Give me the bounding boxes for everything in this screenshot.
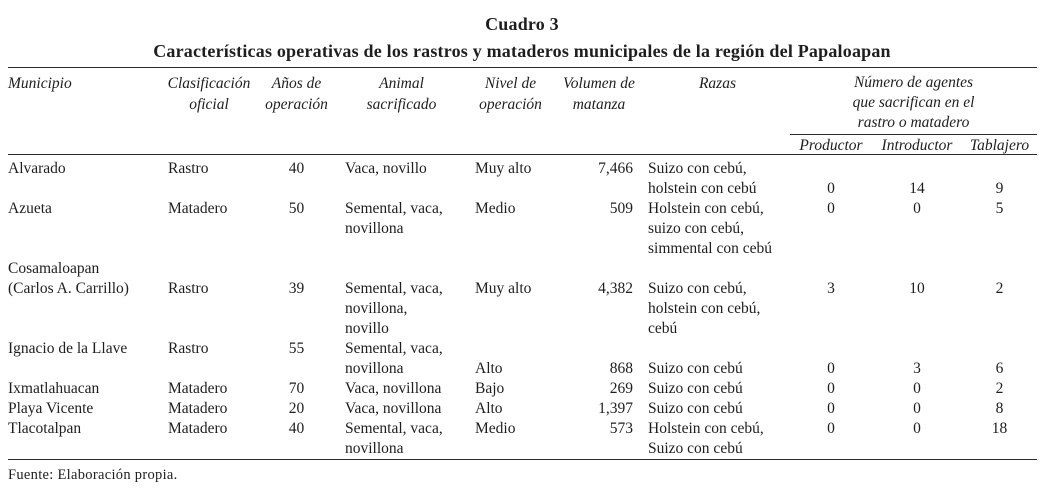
cell-municipio: Ignacio de la Llave	[8, 340, 128, 357]
header-group-title: Número de agentes que sacrifican en el r…	[790, 73, 1037, 135]
cell-animal: Semental, vaca, novillona	[345, 420, 443, 457]
table-row: Alvarado Rastro 40 Vaca, novillo Muy alto 7,4…	[8, 159, 1037, 199]
cell-productor: 0	[827, 360, 835, 377]
cell-introductor: 0	[913, 380, 921, 397]
cell-anos: 39	[288, 280, 305, 297]
cell-productor: 0	[827, 400, 835, 417]
cell-municipio: Azueta	[8, 200, 52, 217]
cell-tablajero: 2	[995, 280, 1004, 297]
cell-introductor: 0	[913, 200, 921, 217]
cell-clasificacion: Rastro	[168, 160, 209, 177]
cell-animal: Vaca, novillo	[345, 160, 427, 177]
cell-animal: Semental, vaca, novillona	[345, 340, 443, 377]
cell-anos: 20	[288, 400, 305, 417]
cell-municipio: Cosamaloapan (Carlos A. Carrillo)	[8, 260, 129, 297]
header-municipio: Municipio	[8, 75, 72, 92]
cell-animal: Semental, vaca, novillona	[345, 200, 443, 237]
cell-volumen: 7,466	[598, 160, 633, 177]
cell-animal: Semental, vaca, novillona, novillo	[345, 280, 443, 337]
cell-nivel: Medio	[475, 420, 516, 437]
cell-tablajero: 6	[995, 360, 1004, 377]
cell-municipio: Alvarado	[8, 160, 66, 177]
table-row: Playa Vicente Matadero 20 Vaca, novillona Al…	[8, 399, 1037, 419]
cell-nivel: Muy alto	[475, 160, 532, 177]
cell-razas: Holstein con cebú, suizo con cebú, simment…	[648, 200, 772, 257]
cell-tablajero: 2	[995, 380, 1004, 397]
cell-razas: Suizo con cebú	[648, 400, 743, 417]
cell-productor: 0	[827, 380, 835, 397]
cell-productor: 0	[827, 420, 835, 437]
cell-clasificacion: Rastro	[168, 340, 209, 357]
cell-volumen: 4,382	[598, 280, 633, 297]
header-animal-sacrificado: Animal sacrificado	[366, 75, 437, 113]
cell-razas: Suizo con cebú	[648, 380, 743, 397]
cell-volumen: 509	[609, 200, 633, 217]
cell-volumen: 1,397	[598, 400, 633, 417]
cell-nivel: Bajo	[475, 380, 505, 397]
cell-volumen: 573	[609, 420, 633, 437]
cell-anos: 40	[288, 420, 305, 437]
cell-nivel: Alto	[475, 400, 503, 417]
cell-anos: 50	[288, 200, 305, 217]
cell-razas: Suizo con cebú	[648, 360, 743, 377]
data-table: Municipio Clasificación oficial Años de …	[8, 67, 1037, 460]
header-productor: Productor	[799, 137, 863, 154]
header-group-subcolumns: Productor Introductor Tablajero	[790, 135, 1037, 156]
cell-clasificacion: Rastro	[168, 280, 209, 297]
table-body: Alvarado Rastro 40 Vaca, novillo Muy alto 7,4…	[8, 155, 1037, 460]
table-row: Cosamaloapan (Carlos A. Carrillo) Rastro 39…	[8, 259, 1037, 339]
cell-tablajero: 8	[995, 400, 1004, 417]
cell-razas: Suizo con cebú, holstein con cebú, cebú	[648, 280, 761, 337]
cell-tablajero: 5	[995, 200, 1004, 217]
cell-volumen: 269	[609, 380, 633, 397]
cell-anos: 40	[288, 160, 305, 177]
cell-municipio: Playa Vicente	[8, 400, 94, 417]
table-number: Cuadro 3	[485, 14, 559, 34]
cell-productor: 0	[827, 180, 835, 197]
cell-clasificacion: Matadero	[168, 420, 228, 437]
table-caption: Cuadro 3 Características operativas de l…	[0, 11, 1044, 65]
cell-tablajero: 9	[995, 180, 1004, 197]
header-anos-de-operacion: Años de operación	[265, 75, 328, 113]
table-row: Azueta Matadero 50 Semental, vaca, novillona…	[8, 199, 1037, 259]
header-clasificacion-oficial: Clasificación oficial	[167, 75, 251, 113]
header-group-numero-de-agentes: Número de agentes que sacrifican en el r…	[790, 73, 1037, 156]
cell-municipio: Tlacotalpan	[8, 420, 82, 437]
header-razas: Razas	[698, 75, 737, 92]
cell-introductor: 10	[909, 280, 925, 297]
table-row: Tlacotalpan Matadero 40 Semental, vaca, novi…	[8, 419, 1037, 459]
table-row: Ixmatlahuacan Matadero 70 Vaca, novillona Ba…	[8, 379, 1037, 399]
cell-clasificacion: Matadero	[168, 400, 228, 417]
header-introductor: Introductor	[881, 137, 953, 154]
cell-volumen: 868	[609, 360, 633, 377]
header-tablajero: Tablajero	[969, 137, 1030, 154]
cell-razas: Suizo con cebú, holstein con cebú	[648, 160, 757, 197]
cell-introductor: 0	[913, 400, 921, 417]
header-nivel-de-operacion: Nivel de operación	[479, 75, 542, 113]
header-volumen-de-matanza: Volumen de matanza	[563, 75, 635, 113]
cell-clasificacion: Matadero	[168, 200, 228, 217]
cell-anos: 55	[288, 340, 305, 357]
cell-introductor: 0	[913, 420, 921, 437]
cell-tablajero: 18	[991, 420, 1008, 437]
cell-animal: Vaca, novillona	[345, 400, 442, 417]
cell-nivel: Alto	[475, 360, 503, 377]
source-note: Fuente: Elaboración propia.	[8, 467, 178, 483]
cell-productor: 3	[827, 280, 835, 297]
table-header: Municipio Clasificación oficial Años de …	[8, 67, 1037, 155]
cell-animal: Vaca, novillona	[345, 380, 442, 397]
cell-nivel: Muy alto	[475, 280, 532, 297]
cell-introductor: 3	[913, 360, 921, 377]
table-row: Ignacio de la Llave Rastro 55 Semental, vac…	[8, 339, 1037, 379]
cell-productor: 0	[827, 200, 835, 217]
cell-razas: Holstein con cebú, Suizo con cebú	[648, 420, 764, 457]
cell-introductor: 14	[909, 180, 925, 197]
cell-nivel: Medio	[475, 200, 516, 217]
cell-clasificacion: Matadero	[168, 380, 228, 397]
cell-municipio: Ixmatlahuacan	[8, 380, 100, 397]
cell-anos: 70	[288, 380, 305, 397]
table-title: Características operativas de los rastro…	[153, 41, 891, 61]
